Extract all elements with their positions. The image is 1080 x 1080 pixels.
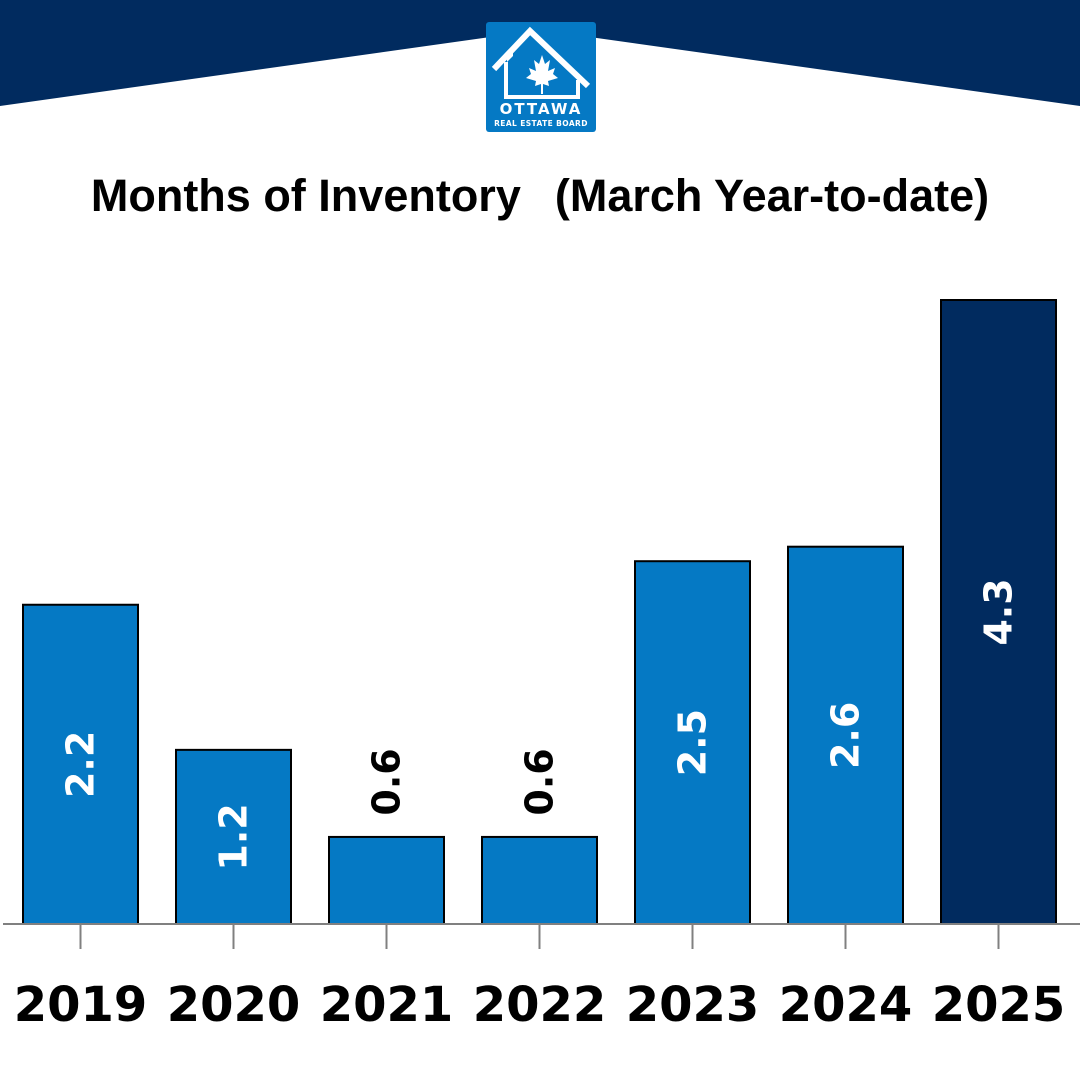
bar-2019 xyxy=(22,603,139,926)
x-tick-label-2024: 2024 xyxy=(779,977,913,1033)
value-label-2022: 0.6 xyxy=(518,748,562,815)
value-label-2023: 2.5 xyxy=(671,709,715,776)
bar-2020 xyxy=(175,748,292,926)
value-label-2025: 4.3 xyxy=(977,578,1021,645)
x-tick-label-2019: 2019 xyxy=(14,977,148,1033)
x-tick-label-2020: 2020 xyxy=(167,977,301,1033)
logo-subtitle: REAL ESTATE BOARD xyxy=(494,119,588,128)
bar-2021 xyxy=(328,835,445,926)
chart-subtitle: (March Year-to-date) xyxy=(554,170,990,221)
x-tick-label-2022: 2022 xyxy=(473,977,607,1033)
labels-layer: 2.2 2019 1.2 2020 0.6 2021 0.6 2022 2.5 2023 2.6 20… xyxy=(14,578,1066,1033)
value-label-2019: 2.2 xyxy=(59,731,103,798)
ottawa-real-estate-board-logo: OTTAWA REAL ESTATE BOARD xyxy=(486,22,596,132)
bar-2023 xyxy=(634,560,751,925)
banner-shape xyxy=(0,0,1080,106)
value-label-2021: 0.6 xyxy=(365,748,409,815)
chart-title-row: Months of Inventory (March Year-to-date) xyxy=(0,170,1080,222)
value-label-2024: 2.6 xyxy=(824,702,868,769)
x-tick-label-2021: 2021 xyxy=(320,977,454,1033)
x-axis xyxy=(3,923,1080,949)
x-tick-label-2023: 2023 xyxy=(626,977,760,1033)
bar-2022 xyxy=(481,835,598,926)
x-tick-label-2025: 2025 xyxy=(932,977,1066,1033)
house-maple-leaf-icon xyxy=(491,26,591,99)
value-label-2020: 1.2 xyxy=(212,803,256,870)
bars-layer xyxy=(22,299,1057,926)
bar-2024 xyxy=(787,545,904,926)
header-banner xyxy=(0,0,1080,106)
chart-title: Months of Inventory xyxy=(90,170,521,221)
logo-wordmark: OTTAWA xyxy=(499,100,583,118)
